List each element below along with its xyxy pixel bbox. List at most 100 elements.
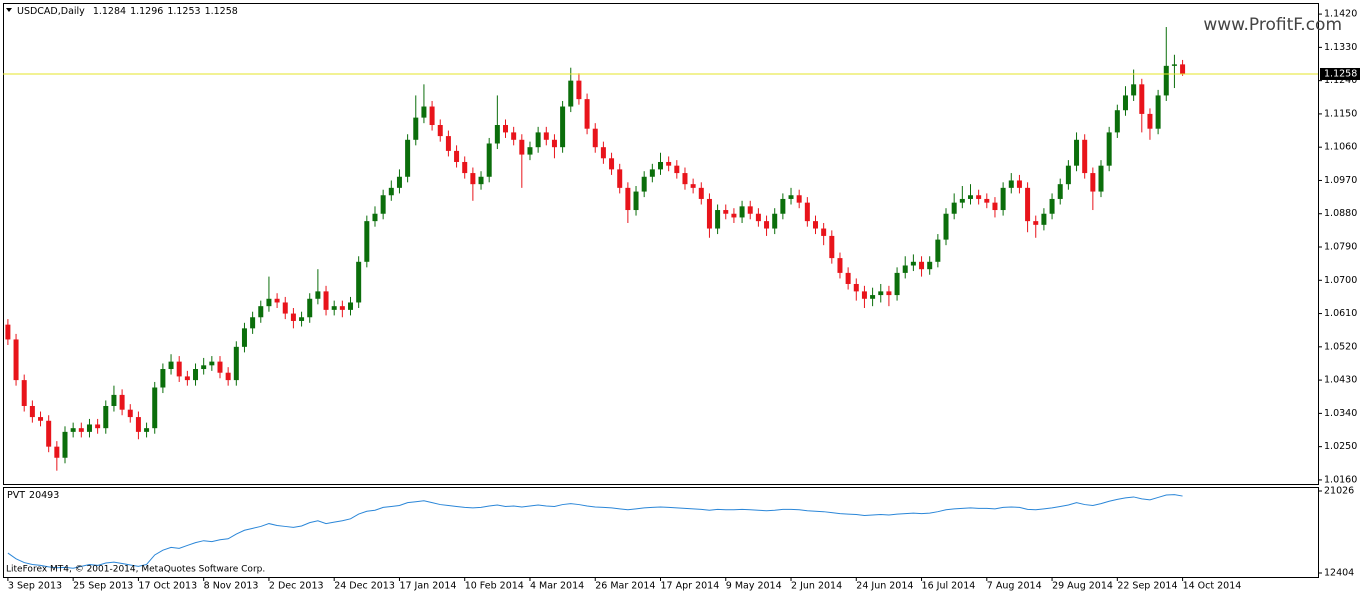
y-tick-label: 21026 [1324,486,1354,497]
candle-body [38,417,44,421]
candle-body [429,106,435,126]
candle-body [527,147,533,155]
x-tick-label: 22 Sep 2014 [1117,581,1177,592]
x-tick-label: 24 Dec 2013 [334,581,395,592]
candle-body [731,213,737,218]
candle-body [1147,113,1153,129]
x-tick-label: 17 Jan 2014 [399,581,456,592]
candle-body [152,387,158,429]
header-high: 1.1296 [130,6,163,17]
x-tick-label: 16 Jul 2014 [922,581,976,592]
candle-body [812,221,818,229]
candle-body [168,361,174,370]
candle-body [959,198,965,203]
plot-layer: 1.1420 1.1330 1.1240 1.1150 1.1060 1.0970 1.08… [3,9,1360,592]
candle-body [1049,198,1055,214]
candle-body [413,117,419,140]
indicator-value: 20493 [29,490,59,501]
header-open: 1.1284 [93,6,126,17]
candle-body [478,176,484,185]
x-tick-label: 3 Sep 2013 [8,581,62,592]
x-tick-label: 17 Apr 2014 [661,581,720,592]
candle-body [894,272,900,296]
candle-body [323,291,329,310]
candle-body [625,187,631,211]
candle-body [103,405,109,429]
candle-body [592,128,598,148]
candle-body [290,313,296,321]
candle-body [62,431,68,458]
candle-body [54,446,60,458]
candle-body [535,132,541,148]
candle-body [494,125,500,144]
candle-body [405,139,411,177]
x-tick-label: 2 Jun 2014 [791,581,842,592]
candle-body [1131,84,1137,96]
menu-arrow [6,8,12,12]
candle-body [698,187,704,199]
candle-body [388,187,394,196]
candle-body [86,424,92,432]
candle-body [5,324,11,340]
candle-body [348,302,354,310]
candle-body [1008,180,1014,188]
x-tick-label: 29 Aug 2014 [1052,581,1113,592]
candle-body [1016,180,1022,188]
candle-body [992,202,998,211]
candle-body [1025,187,1031,222]
candle-body [764,221,770,229]
candle-body [380,195,386,214]
candle-body [633,191,639,211]
candle-body [796,195,802,203]
candle-body [1082,139,1088,174]
candle-body [706,198,712,229]
candle-body [356,261,362,303]
y-tick-label: 1.0250 [1324,441,1357,452]
candle-body [13,339,19,381]
candle-body [396,176,402,188]
x-tick-label: 4 Mar 2014 [530,581,584,592]
y-tick-label: 1.0160 [1324,474,1357,485]
candle-body [176,361,182,377]
candle-body [951,202,957,214]
candle-body [258,306,264,318]
candle-body [1041,213,1047,225]
candle-body [682,173,688,185]
y-tick-label: 1.1150 [1324,108,1357,119]
candle-body [1180,64,1186,74]
candle-body [919,261,925,270]
candle-body [217,361,223,373]
candle-body [46,420,52,447]
x-tick-label: 7 Aug 2014 [987,581,1042,592]
candle-body [144,428,150,432]
candle-body [543,132,549,140]
candle-body [617,169,623,188]
candle-body [193,369,199,381]
candle-body [568,80,574,107]
candle-body [829,235,835,259]
candle-body [886,291,892,296]
x-tick-label: 9 May 2014 [726,581,782,592]
candle-body [70,428,76,432]
candle-body [1057,184,1063,199]
y-tick-label: 12404 [1324,568,1354,579]
candle-body [715,210,721,229]
header-close: 1.1258 [205,6,238,17]
candle-body [127,409,133,418]
candle-body [666,161,672,166]
candle-body [723,210,729,214]
candle-body [772,213,778,229]
y-tick-label: 1.0340 [1324,408,1357,419]
candle-body [927,261,933,270]
candle-body [853,283,859,292]
candle-body [1106,132,1112,166]
candle-body [445,136,451,151]
main-panel [3,3,1319,485]
candle-body [658,161,663,170]
x-tick-label: 8 Nov 2013 [204,581,259,592]
candle-body [935,239,941,262]
candle-body [551,139,557,148]
watermark: www.ProfitF.com [1203,15,1342,35]
